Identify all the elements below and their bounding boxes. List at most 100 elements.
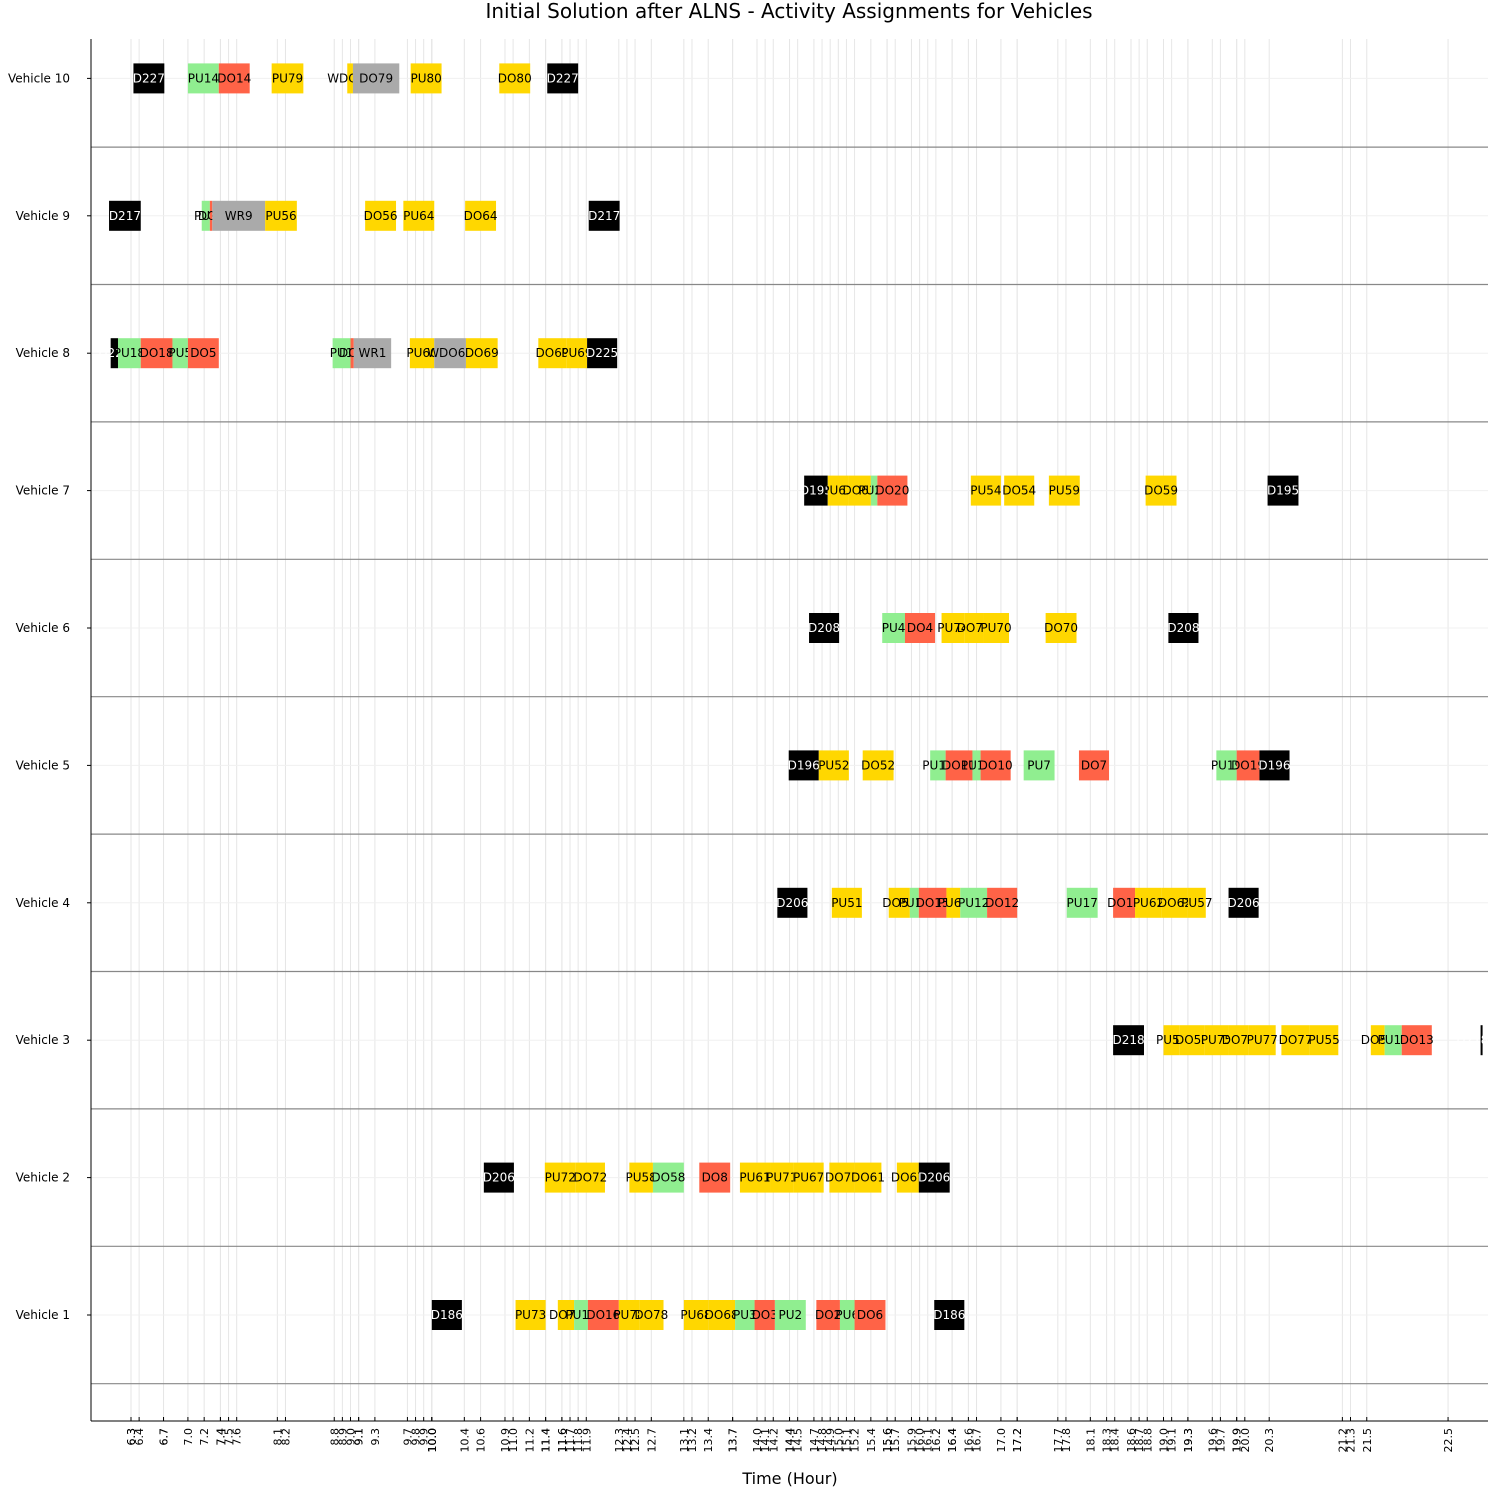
activity-label: DO64	[464, 209, 498, 223]
vehicle-label: Vehicle 6	[16, 621, 70, 635]
activity-bar: DO12	[985, 888, 1019, 918]
activity-bar: WR9	[212, 201, 265, 231]
x-tick-label: 20.0	[1239, 1428, 1252, 1453]
x-tick-label: 16.4	[946, 1428, 959, 1453]
activity-bar: PU80	[410, 63, 441, 93]
x-tick-label: 6.4	[133, 1428, 146, 1446]
activity-bar: DO70	[1044, 613, 1078, 643]
activity-bar: PU14	[188, 63, 219, 93]
x-tick-label: 11.2	[523, 1428, 536, 1453]
activity-label: D227	[547, 71, 579, 85]
activity-label: WR1	[359, 346, 387, 360]
activity-label: DO8	[702, 1171, 728, 1185]
activity-label: D206	[918, 1171, 950, 1185]
activity-label: D206	[776, 896, 808, 910]
activity-bar: DO64	[464, 201, 498, 231]
activity-label: D186	[431, 1308, 463, 1322]
x-tick-label: 18.1	[1084, 1428, 1097, 1453]
activity-label: PU51	[831, 896, 862, 910]
activity-bar: DO79	[353, 63, 399, 93]
x-tick-label: 22.5	[1442, 1428, 1455, 1453]
grid-layer	[91, 39, 1488, 1421]
activity-bar: DO78	[634, 1300, 668, 1330]
activity-bar: D218	[1456, 1025, 1488, 1055]
activity-bar: DO56	[364, 201, 398, 231]
x-tick-label: 18.8	[1141, 1428, 1154, 1453]
activity-label: PU70	[980, 621, 1011, 635]
activity-bar: D186	[431, 1300, 463, 1330]
activity-bar: WR1	[354, 338, 391, 368]
vehicle-label: Vehicle 3	[16, 1033, 70, 1047]
activity-bar: DO3	[752, 1300, 778, 1330]
x-tick-label: 10.0	[426, 1428, 439, 1453]
activity-label: DO70	[1044, 621, 1078, 635]
x-tick-label: 9.1	[353, 1428, 366, 1446]
x-tick-label: 19.1	[1166, 1428, 1179, 1453]
activity-bar: D196	[788, 750, 820, 780]
x-tick-label: 10.6	[475, 1428, 488, 1453]
activity-bar: PU77	[1247, 1025, 1278, 1055]
activity-bar: D206	[918, 1163, 950, 1193]
x-tick-label: 17.0	[995, 1428, 1008, 1453]
activity-bar: PU17	[1067, 888, 1098, 918]
activity-label: D217	[109, 209, 141, 223]
vehicle-label: Vehicle 9	[16, 209, 70, 223]
activity-bar: D208	[808, 613, 840, 643]
activity-bar: DO14	[217, 63, 251, 93]
activity-bar: DO5	[188, 338, 219, 368]
activity-bar: D227	[547, 63, 579, 93]
activity-label: D196	[1258, 758, 1290, 772]
activity-bar: DO69	[465, 338, 499, 368]
activity-bar: PU55	[1308, 1025, 1339, 1055]
x-tick-label: 11.0	[507, 1428, 520, 1453]
vehicle-label: Vehicle 10	[8, 71, 70, 85]
vehicle-label: Vehicle 2	[16, 1171, 70, 1185]
activity-label: PU57	[1181, 896, 1212, 910]
x-tick-label: 15.2	[849, 1428, 862, 1453]
activity-label: D208	[808, 621, 840, 635]
activity-label: DO12	[985, 896, 1019, 910]
activity-label: DO5	[190, 346, 216, 360]
x-tick-label: 12.5	[629, 1428, 642, 1453]
activity-bar: PU56	[265, 201, 297, 231]
activity-bar: DO52	[861, 750, 895, 780]
activity-bar: PU2	[775, 1300, 806, 1330]
x-tick-label: 21.5	[1361, 1428, 1374, 1453]
activity-label: DO20	[875, 484, 909, 498]
activity-bar: D217	[588, 201, 620, 231]
activity-bar: DO61	[851, 1163, 885, 1193]
x-tick-labels: 6.36.36.4 6.76.7 7.0 7.2 7.47.47.57.6 8.18.2 8…	[125, 1417, 1455, 1453]
x-tick-label: 11.4	[540, 1428, 553, 1453]
activity-bar: DO6	[855, 1300, 886, 1330]
activity-label: D186	[933, 1308, 965, 1322]
x-tick-label: 20.3	[1263, 1428, 1276, 1453]
x-tick-label: 13.4	[702, 1428, 715, 1453]
activity-bar: PU64	[403, 201, 434, 231]
activity-label: DO13	[1400, 1033, 1434, 1047]
activity-label: D206	[483, 1171, 515, 1185]
activity-label: PU56	[265, 209, 296, 223]
activity-bar: DO59	[1144, 476, 1178, 506]
activity-label: D217	[588, 209, 620, 223]
x-tick-label: 7.0	[182, 1428, 195, 1446]
activity-label: DO10	[979, 758, 1013, 772]
activity-label: PU55	[1308, 1033, 1339, 1047]
activity-label: PU80	[410, 71, 441, 85]
activity-bar: DO7	[1079, 750, 1109, 780]
x-tick-label: 14.5	[792, 1428, 805, 1453]
activity-bar: DO10	[979, 750, 1013, 780]
vehicle-label: Vehicle 4	[16, 896, 70, 910]
vehicle-label: Vehicle 7	[16, 484, 70, 498]
activity-bar: DO80	[498, 63, 532, 93]
activity-bar: PU70	[980, 613, 1011, 643]
activity-label: DO14	[217, 71, 251, 85]
activity-label: DO6	[857, 1308, 883, 1322]
activity-label: PU64	[403, 209, 434, 223]
activity-bar: DO72	[573, 1163, 607, 1193]
x-tick-label: 7.6	[231, 1428, 244, 1446]
activity-label: D195	[1267, 484, 1299, 498]
activity-label: PU59	[1049, 484, 1080, 498]
activity-bar: D217	[109, 201, 141, 231]
activity-bar: DO4	[905, 613, 935, 643]
activity-label: D208	[1167, 621, 1199, 635]
